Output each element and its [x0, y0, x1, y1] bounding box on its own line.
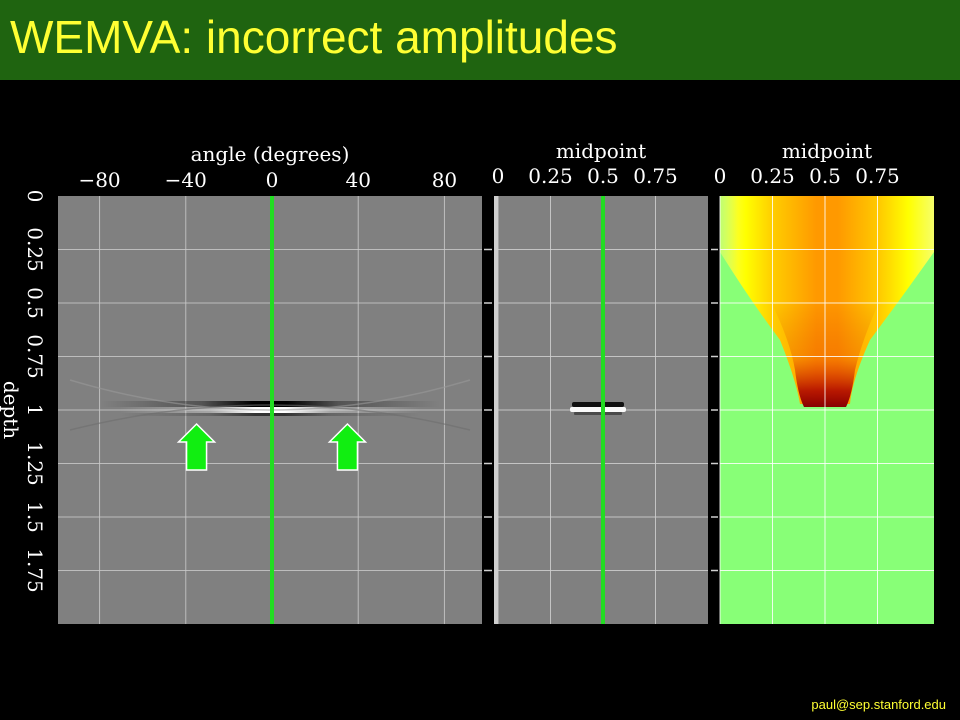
up-arrow-icon: [176, 422, 217, 471]
x-tick-label: 0.25: [528, 164, 573, 188]
x-tick-label: 0.5: [809, 164, 841, 188]
depth-tick-label: 1.75: [23, 548, 47, 593]
depth-tick-label: 1.25: [23, 441, 47, 486]
amplitude-grid: [719, 196, 934, 624]
x-tick-label: 0: [492, 164, 505, 188]
slide-title: WEMVA: incorrect amplitudes: [10, 11, 618, 63]
depth-tick-label: 0.75: [23, 334, 47, 379]
image-reflector-sidelobe: [574, 412, 622, 415]
depth-tick-label: 0.5: [23, 287, 47, 319]
angle-tick-labels: −80 −40 0 40 80: [78, 168, 457, 192]
x-tick-label: −40: [165, 168, 207, 192]
image-reflector-peak: [570, 407, 626, 412]
depth-tick-marks: [484, 248, 718, 572]
x-tick-label: 0.75: [633, 164, 678, 188]
depth-axis-title: depth: [0, 381, 23, 439]
x-tick-label: −80: [78, 168, 120, 192]
footer-email: paul@sep.stanford.edu: [811, 697, 946, 712]
up-arrow-icon: [327, 422, 368, 471]
depth-tick-label: 1: [23, 404, 47, 417]
depth-tick-label: 1.5: [23, 501, 47, 533]
depth-tick-label: 0.25: [23, 227, 47, 272]
x-tick-label: 0: [714, 164, 727, 188]
x-tick-label: 40: [345, 168, 370, 192]
title-bar: WEMVA: incorrect amplitudes: [0, 0, 960, 80]
x-tick-label: 0.75: [855, 164, 900, 188]
x-tick-label: 0: [266, 168, 279, 192]
x-tick-label: 0.5: [587, 164, 619, 188]
angle-gather-panel: [58, 196, 482, 624]
midpoint-axis-title-2: midpoint: [782, 139, 872, 163]
midpoint-tick-labels-2: 0 0.25 0.5 0.75: [714, 164, 900, 188]
midpoint-tick-labels-1: 0 0.25 0.5 0.75: [492, 164, 678, 188]
midpoint-axis-title-1: midpoint: [556, 139, 646, 163]
depth-tick-label: 0: [23, 190, 47, 203]
arrows-group: [176, 422, 368, 471]
angle-axis-title: angle (degrees): [191, 142, 350, 166]
amplitude-panel: [719, 196, 934, 624]
x-tick-label: 0.25: [750, 164, 795, 188]
depth-tick-labels: 0 0.25 0.5 0.75 1 1.25 1.5 1.75: [23, 190, 47, 593]
image-reflector-trough: [572, 402, 624, 407]
x-tick-label: 80: [432, 168, 457, 192]
midpoint-image-panel: [494, 196, 708, 624]
